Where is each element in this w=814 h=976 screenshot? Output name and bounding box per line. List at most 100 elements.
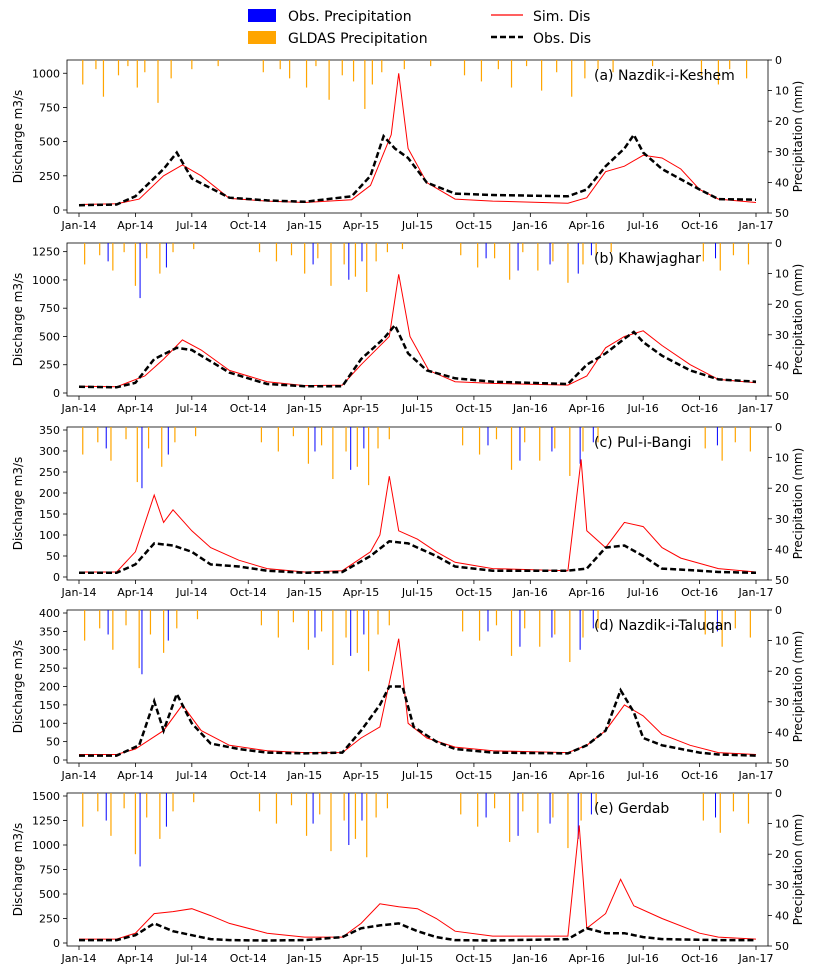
y-tick-label: 200: [39, 487, 60, 500]
gldas-precip-bar: [176, 610, 178, 629]
x-tick-label: Jan-14: [61, 952, 97, 965]
gldas-precip-bar: [554, 427, 556, 449]
gldas-precip-bar: [99, 610, 101, 629]
y-tick-label: 300: [39, 644, 60, 657]
gldas-precip-bar: [477, 243, 479, 268]
x-tick-label: Oct-15: [455, 219, 492, 232]
obs-precip-bar: [485, 243, 487, 259]
x-tick-label: Oct-15: [455, 769, 492, 782]
legend-label-obs-dis: Obs. Dis: [533, 31, 591, 47]
gldas-precip-bar: [552, 793, 554, 818]
gldas-precip-bar: [217, 60, 219, 67]
y-tick-label: 150: [39, 508, 60, 521]
gldas-precip-bar: [82, 793, 84, 827]
gldas-precip-bar: [597, 610, 599, 629]
gldas-precip-bar: [478, 427, 481, 455]
x-tick-label: Apr-16: [569, 769, 605, 782]
gldas-precip-bar: [554, 610, 556, 635]
precip-tick-label: 0: [775, 604, 782, 617]
gldas-precip-bar: [112, 610, 114, 650]
obs-precip-bar: [715, 793, 717, 818]
gldas-precip-bar: [320, 610, 323, 632]
sim-dis-line: [78, 73, 757, 205]
gldas-precip-bar: [495, 427, 498, 440]
gldas-precip-bar: [430, 60, 432, 67]
gldas-precip-bar: [290, 793, 293, 806]
precip-axis-label: Precipitation (mm): [791, 631, 805, 743]
gldas-precip-bar: [123, 243, 125, 253]
gldas-precip-bar: [497, 60, 499, 70]
gldas-precip-bar: [700, 60, 703, 76]
x-tick-label: Jul-14: [175, 402, 207, 415]
precip-tick-label: 40: [775, 176, 789, 189]
obs-precip-bar: [590, 243, 592, 256]
gldas-precip-bar: [82, 427, 84, 455]
precip-tick-label: 30: [775, 329, 789, 342]
panel-1: 0 250 500 750 1000 1250 0 10 20 30 40 50 Jan-14 Apr-1…: [11, 237, 805, 415]
precip-tick-label: 30: [775, 879, 789, 892]
y-tick-label: 750: [39, 302, 60, 315]
gldas-precip-bar: [82, 60, 84, 85]
gldas-precip-bar: [144, 60, 146, 73]
gldas-precip-bar: [749, 610, 751, 638]
obs-dis-line: [79, 540, 757, 575]
gldas-precip-bar: [172, 793, 174, 812]
x-tick-label: Jan-17: [738, 219, 774, 232]
x-tick-label: Jul-16: [627, 402, 659, 415]
legend-label-obs-precip: Obs. Precipitation: [288, 9, 412, 25]
y-tick-label: 300: [39, 445, 60, 458]
y-tick-label: 350: [39, 424, 60, 437]
obs-precip-bar: [141, 427, 143, 489]
gldas-precip-bar: [462, 610, 464, 632]
y-tick-label: 1000: [32, 274, 60, 287]
obs-precip-bar: [716, 427, 718, 446]
precip-tick-label: 20: [775, 482, 789, 495]
obs-precip-bar: [577, 793, 579, 839]
x-tick-label: Jan-16: [512, 769, 548, 782]
y-tick-label: 1250: [32, 246, 60, 259]
y-tick-label: 50: [46, 736, 60, 749]
gldas-precip-bar: [368, 427, 370, 486]
x-tick-label: Jul-16: [627, 952, 659, 965]
gldas-precip-bar: [146, 793, 148, 818]
gldas-precip-bar: [146, 243, 148, 259]
gldas-precip-bar: [193, 793, 195, 803]
precip-tick-label: 20: [775, 115, 789, 128]
obs-precip-bar: [348, 793, 350, 846]
obs-precip-bar: [579, 427, 581, 464]
y-tick-label: 0: [53, 387, 60, 400]
gldas-precip-bar: [292, 427, 294, 437]
x-tick-label: Apr-14: [117, 586, 153, 599]
gldas-precip-bar: [262, 60, 264, 73]
legend-label-sim-dis: Sim. Dis: [533, 9, 590, 25]
gldas-precip-bar: [95, 60, 97, 70]
obs-dis-line: [78, 132, 757, 207]
gldas-precip-bar: [510, 610, 513, 656]
y-axis-label: Discharge m3/s: [11, 90, 25, 184]
gldas-precip-bar: [307, 610, 310, 650]
gldas-precip-bar: [136, 427, 138, 483]
y-tick-label: 500: [39, 888, 60, 901]
gldas-precip-bar: [381, 60, 383, 73]
precip-tick-label: 0: [775, 421, 782, 434]
panel-0: 0 250 500 750 1000 0 10 20 30 40 50 Jan-14 Apr-14 Jul…: [11, 54, 805, 232]
gldas-precip-bar: [258, 243, 261, 253]
obs-precip-bar: [519, 427, 521, 461]
gldas-precip-bar: [275, 793, 278, 824]
obs-precip-bar: [517, 243, 519, 271]
obs-precip-bar: [363, 427, 365, 449]
gldas-precip-bar: [524, 427, 526, 443]
y-tick-label: 250: [39, 662, 60, 675]
obs-precip-bar: [519, 610, 521, 647]
gldas-precip-bar: [345, 610, 347, 638]
x-tick-label: Oct-14: [230, 402, 267, 415]
x-tick-label: Jan-17: [738, 769, 774, 782]
gldas-precip-bar: [258, 793, 261, 812]
gldas-precip-bar: [556, 60, 558, 73]
x-tick-label: Jul-14: [175, 952, 207, 965]
gldas-precip-bar: [401, 243, 404, 250]
gldas-precip-bar: [292, 610, 294, 623]
precip-tick-label: 30: [775, 696, 789, 709]
precip-tick-label: 40: [775, 359, 789, 372]
obs-precip-bar: [314, 427, 316, 452]
